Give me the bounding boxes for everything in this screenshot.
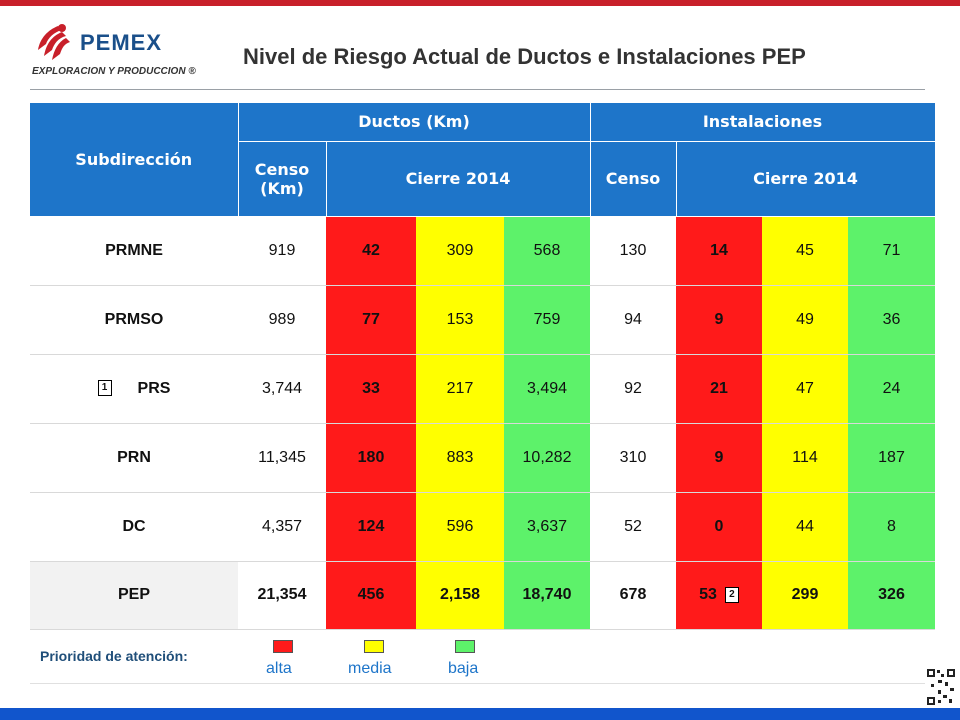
title-divider [30, 89, 925, 90]
header-censo-km: Censo (Km) [238, 141, 327, 217]
header-subdireccion: Subdirección [30, 103, 239, 217]
inst-censo: 92 [590, 354, 676, 424]
ductos-media: 217 [416, 354, 504, 424]
row-name: PRMNE [30, 216, 238, 286]
legend-alta: alta [266, 660, 292, 677]
inst-baja: 187 [848, 423, 935, 493]
ductos-media: 2,158 [416, 561, 504, 630]
ductos-alta: 33 [326, 354, 416, 424]
pemex-logo: PEMEX EXPLORACION Y PRODUCCION ® [28, 22, 208, 82]
legend-label: Prioridad de atención: [40, 648, 188, 664]
inst-media: 45 [762, 216, 848, 286]
row-name: PRMSO [30, 285, 238, 355]
legend-swatch-alta [273, 640, 293, 653]
ductos-censo: 11,345 [238, 423, 326, 493]
risk-table: Subdirección Ductos (Km) Instalaciones C… [30, 103, 936, 630]
ductos-alta: 180 [326, 423, 416, 493]
table-row-total: PEP 21,354 456 2,158 18,740 678 53 2 299 … [30, 561, 935, 630]
inst-censo: 52 [590, 492, 676, 562]
footer-divider [30, 683, 925, 684]
ductos-media: 153 [416, 285, 504, 355]
table-row: PRMNE 919 42 309 568 130 14 45 71 [30, 216, 935, 286]
ductos-media: 883 [416, 423, 504, 493]
legend-swatch-media [364, 640, 384, 653]
inst-alta-cell: 53 2 [676, 561, 762, 630]
ductos-baja: 759 [504, 285, 590, 355]
ductos-censo: 919 [238, 216, 326, 286]
legend-swatch-baja [455, 640, 475, 653]
pemex-eagle-icon [38, 24, 70, 60]
legend-baja: baja [448, 660, 479, 677]
inst-alta: 21 [676, 354, 762, 424]
inst-media: 299 [762, 561, 848, 630]
row-name: DC [30, 492, 238, 562]
inst-alta: 9 [676, 423, 762, 493]
ductos-baja: 18,740 [504, 561, 590, 630]
row-name: PRS [137, 379, 171, 397]
page-title: Nivel de Riesgo Actual de Ductos e Insta… [243, 44, 806, 69]
inst-censo: 130 [590, 216, 676, 286]
ductos-censo: 4,357 [238, 492, 326, 562]
ductos-baja: 3,494 [504, 354, 590, 424]
ductos-censo: 3,744 [238, 354, 326, 424]
row-name: PRN [30, 423, 238, 493]
ductos-baja: 10,282 [504, 423, 590, 493]
ductos-alta: 77 [326, 285, 416, 355]
inst-alta: 53 [699, 586, 717, 603]
inst-alta: 0 [676, 492, 762, 562]
header-censo-inst: Censo [590, 141, 677, 217]
inst-media: 47 [762, 354, 848, 424]
inst-alta: 9 [676, 285, 762, 355]
inst-baja: 326 [848, 561, 935, 630]
table-row: DC 4,357 124 596 3,637 52 0 44 8 [30, 492, 935, 562]
inst-censo: 94 [590, 285, 676, 355]
qr-code-icon [926, 668, 956, 706]
inst-media: 49 [762, 285, 848, 355]
ductos-media: 309 [416, 216, 504, 286]
header-cierre-ductos: Cierre 2014 [326, 141, 591, 217]
inst-media: 44 [762, 492, 848, 562]
ductos-baja: 568 [504, 216, 590, 286]
inst-alta: 14 [676, 216, 762, 286]
ductos-alta: 124 [326, 492, 416, 562]
brand-name: PEMEX [80, 30, 163, 55]
ductos-media: 596 [416, 492, 504, 562]
table-row: PRMSO 989 77 153 759 94 9 49 36 [30, 285, 935, 355]
ductos-censo: 21,354 [238, 561, 326, 630]
footnote-2-icon: 2 [724, 586, 739, 603]
top-accent-bar [0, 0, 960, 6]
inst-censo: 678 [590, 561, 676, 630]
inst-baja: 24 [848, 354, 935, 424]
ductos-alta: 456 [326, 561, 416, 630]
brand-subtitle: EXPLORACION Y PRODUCCION ® [32, 66, 196, 77]
header-instalaciones: Instalaciones [590, 103, 936, 142]
table-row: 1 PRS 3,744 33 217 3,494 92 21 47 24 [30, 354, 935, 424]
bottom-accent-bar [0, 708, 960, 720]
row-name: PEP [30, 561, 238, 630]
ductos-baja: 3,637 [504, 492, 590, 562]
legend-media: media [348, 660, 392, 677]
inst-baja: 36 [848, 285, 935, 355]
header-cierre-inst: Cierre 2014 [676, 141, 936, 217]
table-row: PRN 11,345 180 883 10,282 310 9 114 187 [30, 423, 935, 493]
inst-baja: 8 [848, 492, 935, 562]
row-name-cell: 1 PRS [30, 354, 238, 424]
ductos-alta: 42 [326, 216, 416, 286]
inst-baja: 71 [848, 216, 935, 286]
ductos-censo: 989 [238, 285, 326, 355]
inst-media: 114 [762, 423, 848, 493]
footnote-1-icon: 1 [97, 380, 112, 397]
inst-censo: 310 [590, 423, 676, 493]
header-ductos: Ductos (Km) [238, 103, 591, 142]
